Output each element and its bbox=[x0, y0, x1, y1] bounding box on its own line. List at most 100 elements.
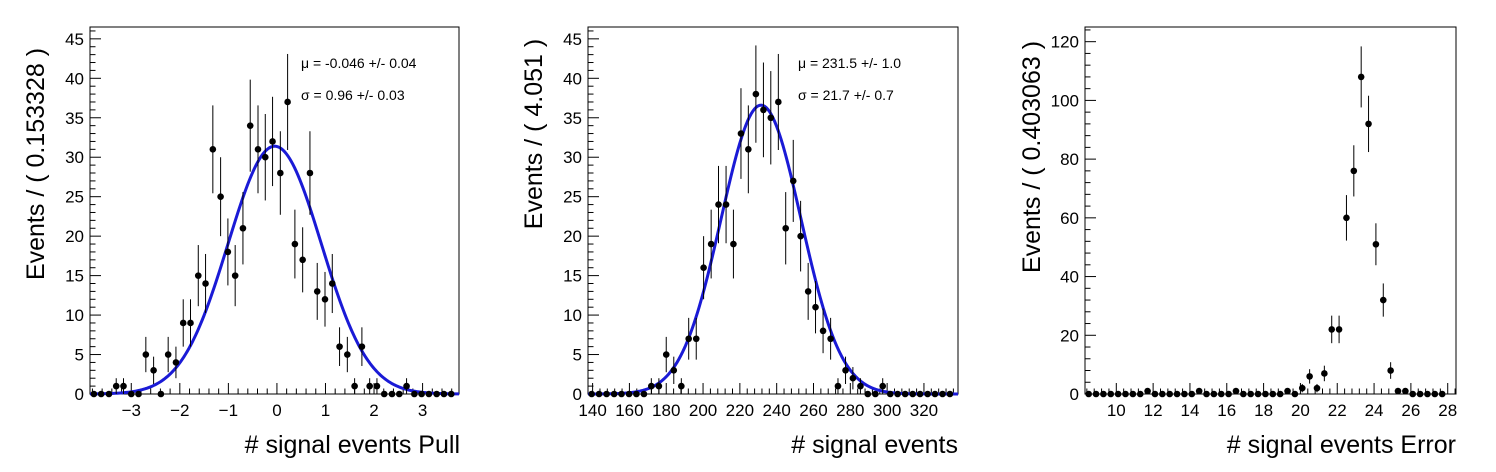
signal-data-point bbox=[700, 264, 707, 272]
signal-data-point bbox=[812, 303, 819, 311]
error-data-point bbox=[1357, 73, 1365, 81]
pull-data-point bbox=[418, 390, 425, 398]
signal-x-tick-label: 160 bbox=[615, 401, 643, 420]
signal-data-point bbox=[916, 390, 924, 398]
pull-data-point bbox=[164, 351, 172, 358]
signal-x-tick-label: 280 bbox=[836, 401, 864, 420]
signal-y-tick-label: 45 bbox=[563, 30, 582, 49]
error-data-point bbox=[1203, 390, 1210, 398]
error-x-tick-label: 20 bbox=[1291, 401, 1310, 420]
signal-data-point bbox=[707, 240, 715, 248]
signal-y-tick-label: 0 bbox=[573, 385, 582, 404]
pull-xlabel: # signal events Pull bbox=[245, 431, 460, 459]
signal-y-tick-label: 20 bbox=[563, 227, 582, 246]
pull-data-point bbox=[202, 280, 209, 287]
panel-signal: Events / ( 4.051 ) # signal events μ = 2… bbox=[520, 39, 958, 459]
error-y-tick-label: 0 bbox=[1070, 385, 1079, 404]
error-data-point bbox=[1092, 390, 1100, 398]
signal-data-point bbox=[603, 390, 610, 398]
pull-x-tick-label: 3 bbox=[418, 401, 427, 420]
signal-data-point bbox=[857, 382, 864, 390]
error-x-tick-label: 26 bbox=[1401, 401, 1420, 420]
signal-x-tick-label: 300 bbox=[873, 401, 901, 420]
pull-x-tick-label: 2 bbox=[369, 401, 378, 420]
pull-data-point bbox=[328, 280, 336, 287]
pull-data-point bbox=[261, 153, 269, 161]
error-y-tick-label: 60 bbox=[1060, 209, 1079, 228]
pull-data-point bbox=[97, 390, 105, 398]
signal-data-point bbox=[909, 390, 917, 398]
pull-data-point bbox=[120, 382, 127, 390]
pull-data-point bbox=[403, 382, 410, 390]
signal-data-point bbox=[797, 232, 804, 240]
pull-data-point bbox=[224, 248, 232, 256]
pull-data-point bbox=[411, 390, 418, 398]
pull-data-point bbox=[440, 390, 448, 398]
pull-data-point bbox=[239, 224, 247, 232]
pull-ylabel: Events / ( 0.153328 ) bbox=[22, 48, 50, 280]
error-data-point bbox=[1269, 390, 1277, 398]
signal-ylabel: Events / ( 4.051 ) bbox=[520, 39, 548, 229]
signal-x-tick-label: 140 bbox=[578, 401, 606, 420]
signal-data-point bbox=[879, 382, 887, 390]
signal-data-point bbox=[886, 390, 894, 398]
pull-y-tick-label: 20 bbox=[65, 227, 84, 246]
error-ylabel: Events / ( 0.403063 ) bbox=[1018, 41, 1046, 273]
error-data-point bbox=[1181, 390, 1188, 398]
error-data-point bbox=[1409, 390, 1417, 398]
error-x-tick-label: 12 bbox=[1144, 401, 1163, 420]
signal-data-point bbox=[670, 367, 678, 374]
error-x-tick-label: 14 bbox=[1180, 401, 1199, 420]
pull-data-point bbox=[388, 390, 396, 398]
pull-data-point bbox=[150, 367, 157, 374]
pull-plot-frame bbox=[89, 26, 460, 395]
signal-y-tick-label: 10 bbox=[563, 306, 582, 325]
pull-data-point bbox=[217, 193, 224, 200]
signal-data-point bbox=[924, 390, 931, 398]
error-data-point bbox=[1313, 384, 1321, 392]
signal-y-tick-label: 30 bbox=[563, 148, 582, 167]
signal-data-point bbox=[618, 390, 625, 398]
signal-data-point bbox=[939, 390, 946, 398]
signal-data-point bbox=[775, 98, 782, 106]
error-xlabel: # signal events Error bbox=[1227, 431, 1456, 459]
pull-mu-annotation: μ = -0.046 +/- 0.04 bbox=[301, 55, 417, 71]
signal-data-point bbox=[640, 390, 648, 398]
signal-data-point bbox=[595, 390, 603, 398]
error-data-point bbox=[1276, 390, 1284, 398]
pull-sigma-annotation: σ = 0.96 +/- 0.03 bbox=[301, 87, 405, 103]
error-y-tick-label: 100 bbox=[1051, 91, 1079, 110]
signal-plot-frame bbox=[587, 26, 959, 395]
pull-y-tick-label: 5 bbox=[75, 346, 84, 365]
signal-data-point bbox=[767, 114, 775, 122]
error-data-point bbox=[1122, 390, 1129, 398]
signal-data-point bbox=[804, 288, 812, 295]
error-data-point bbox=[1365, 120, 1372, 128]
signal-x-tick-label: 260 bbox=[799, 401, 827, 420]
signal-x-tick-label: 180 bbox=[652, 401, 680, 420]
signal-data-point bbox=[588, 390, 595, 398]
signal-x-tick-label: 200 bbox=[689, 401, 717, 420]
signal-data-point bbox=[678, 382, 685, 390]
error-data-point bbox=[1217, 390, 1225, 398]
signal-y-tick-label: 40 bbox=[563, 69, 582, 88]
error-data-point bbox=[1431, 390, 1439, 398]
error-data-point bbox=[1298, 384, 1306, 392]
signal-data-point bbox=[722, 201, 730, 208]
error-plot-area: 10 12 14 16 18 20 22 24 26 28 0 20 40 60 80 100 120 bbox=[1051, 26, 1457, 420]
error-data-point bbox=[1262, 390, 1269, 398]
pull-data-point bbox=[269, 138, 276, 145]
signal-plot-area: 140 160 180 200 220 240 260 280 300 320 0 5 10 15 20 25… bbox=[563, 26, 959, 420]
signal-data-point bbox=[730, 240, 737, 248]
signal-data-point bbox=[625, 390, 633, 398]
pull-data-point bbox=[135, 390, 142, 398]
pull-data-point bbox=[142, 351, 150, 358]
error-data-point bbox=[1424, 390, 1431, 398]
pull-y-tick-label: 15 bbox=[65, 267, 84, 286]
error-data-point bbox=[1144, 387, 1151, 395]
error-x-tick-label: 22 bbox=[1328, 401, 1347, 420]
signal-data-point bbox=[610, 390, 618, 398]
pull-data-point bbox=[90, 390, 98, 398]
error-data-point bbox=[1254, 390, 1262, 398]
pull-data-point bbox=[112, 382, 120, 390]
